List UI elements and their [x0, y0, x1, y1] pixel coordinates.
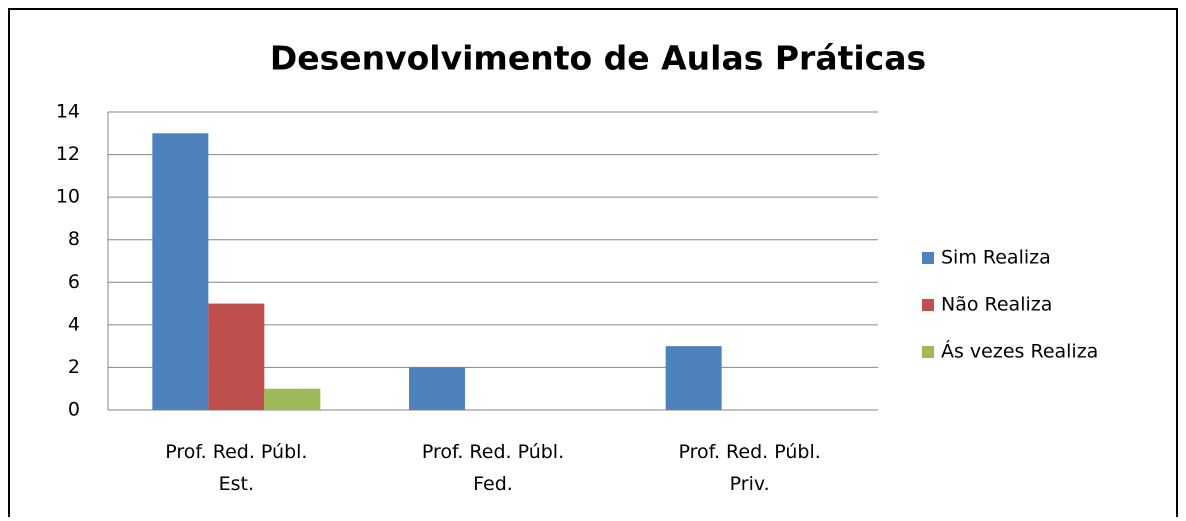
bar [152, 133, 209, 411]
legend-label: Sim Realiza [941, 247, 1051, 269]
bar [409, 367, 465, 410]
x-tick-label: Prof. Red. Públ. Priv. [679, 441, 821, 495]
legend-swatch [922, 346, 934, 358]
y-tick-label: 2 [68, 356, 80, 378]
bar [665, 346, 722, 410]
y-tick-label: 4 [68, 313, 80, 335]
bar [264, 388, 321, 410]
y-tick-label: 0 [68, 399, 80, 421]
legend-swatch [922, 299, 934, 311]
legend-swatch [922, 252, 934, 264]
y-tick-label: 10 [56, 186, 80, 208]
y-tick-label: 12 [56, 143, 80, 165]
legend-label: Não Realiza [941, 294, 1052, 316]
x-tick-label: Prof. Red. Públ. Est. [165, 441, 307, 495]
y-tick-label: 6 [68, 271, 80, 293]
bar [208, 303, 265, 410]
y-tick-label: 14 [56, 101, 80, 123]
chart-title: Desenvolvimento de Aulas Práticas [270, 39, 926, 78]
y-tick-label: 8 [68, 228, 80, 250]
legend-label: Ás vezes Realiza [941, 340, 1098, 363]
x-tick-label: Prof. Red. Públ. Fed. [422, 441, 564, 495]
